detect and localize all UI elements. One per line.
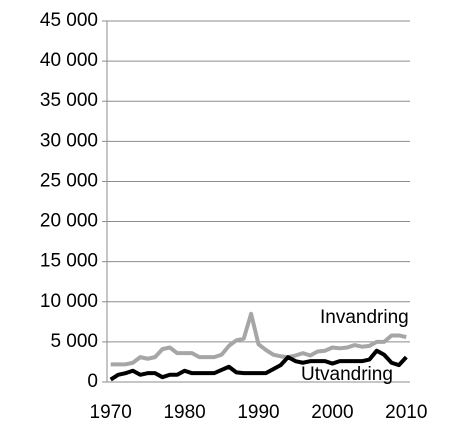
x-tick-label: 1980 <box>163 402 205 423</box>
y-tick-label: 15 000 <box>40 251 98 272</box>
y-tick-label: 20 000 <box>40 211 98 232</box>
x-tick-label: 1970 <box>90 402 132 423</box>
y-tick-label: 25 000 <box>40 170 98 191</box>
y-tick-label: 10 000 <box>40 291 98 312</box>
y-tick-label: 35 000 <box>40 90 98 111</box>
series-label: Utvandring <box>301 364 393 385</box>
y-tick-label: 45 000 <box>40 10 98 31</box>
y-tick-label: 30 000 <box>40 130 98 151</box>
y-tick-label: 5 000 <box>50 331 98 352</box>
x-tick-label: 2010 <box>385 402 427 423</box>
series-line <box>110 311 407 367</box>
x-tick-label: 2000 <box>311 402 353 423</box>
series-label: Invandring <box>320 307 409 328</box>
y-tick-label: 40 000 <box>40 50 98 71</box>
y-tick-label: 0 <box>87 371 98 392</box>
x-tick-label: 1990 <box>237 402 279 423</box>
series-line <box>109 348 408 382</box>
